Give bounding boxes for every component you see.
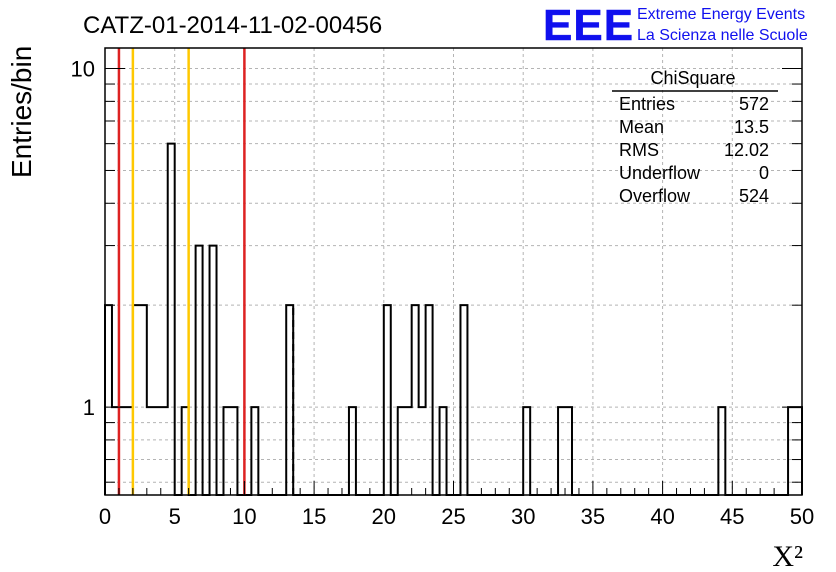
histogram-bin [523,407,530,495]
histogram-bin [168,144,175,495]
stats-title: ChiSquare [650,68,735,88]
stats-label: Entries [619,94,675,114]
histogram-bin [161,407,168,495]
histogram-bin [440,407,447,495]
stats-rows: Entries 572 Mean 13.5 RMS 12.02 Underflow 0 Over… [619,94,769,206]
x-tick-label: 20 [372,504,396,529]
stats-label: RMS [619,140,659,160]
histogram-bin [558,407,565,495]
x-tick-label: 15 [302,504,326,529]
x-tick-label: 30 [511,504,535,529]
x-tick-label: 25 [441,504,465,529]
histogram-bin [230,407,237,495]
histogram-bin [349,407,356,495]
histogram-bin [398,407,405,495]
stats-value: 524 [739,186,769,206]
stats-value: 13.5 [734,117,769,137]
stats-box: ChiSquare Entries 572 Mean 13.5 RMS 12.02 Unde… [612,68,778,206]
histogram-bin [196,246,203,495]
y-tick-label: 1 [83,395,95,420]
stats-label: Mean [619,117,664,137]
histogram-bin [426,305,433,495]
x-tick-label: 10 [232,504,256,529]
logo-line-2: La Scienza nelle Scuole [637,27,808,44]
y-axis-label: Entries/bin [6,46,37,178]
histogram-bin [460,305,467,495]
histogram-bin [405,407,412,495]
histogram-bin [140,305,147,495]
histogram-bin [147,407,154,495]
reference-lines [117,48,295,495]
histogram-bin [718,407,725,495]
stats-value: 12.02 [724,140,769,160]
x-tick-label: 50 [790,504,814,529]
histogram-bin [286,305,293,495]
stats-value: 0 [759,163,769,183]
histogram-bin [251,407,258,495]
stats-value: 572 [739,94,769,114]
histogram-bin [210,246,217,495]
histogram-bin [105,305,112,495]
x-tick-label: 45 [720,504,744,529]
stats-label: Overflow [619,186,691,206]
axis-tick-labels: 0 5 10 15 20 25 30 35 40 45 50 1 10 [71,57,815,529]
histogram-bin [419,407,426,495]
chart-title: CATZ-01-2014-11-02-00456 [83,12,382,39]
grid [105,48,802,495]
axis-ticks [104,68,803,495]
histogram-bin [384,305,391,495]
logo-mark: EEE [543,1,634,50]
y-tick-label: 10 [71,57,95,82]
logo-line-1: Extreme Energy Events [637,6,805,23]
histogram-bin [412,305,419,495]
histogram-bin [223,407,230,495]
histogram-bin [565,407,572,495]
x-tick-label: 40 [650,504,674,529]
x-tick-label: 35 [581,504,605,529]
stats-label: Underflow [619,163,701,183]
x-tick-label: 0 [99,504,111,529]
eee-logo: EEE Extreme Energy Events La Scienza nel… [543,1,808,51]
histogram-bin [154,407,161,495]
x-axis-label: X² [772,540,803,572]
x-tick-label: 5 [169,504,181,529]
